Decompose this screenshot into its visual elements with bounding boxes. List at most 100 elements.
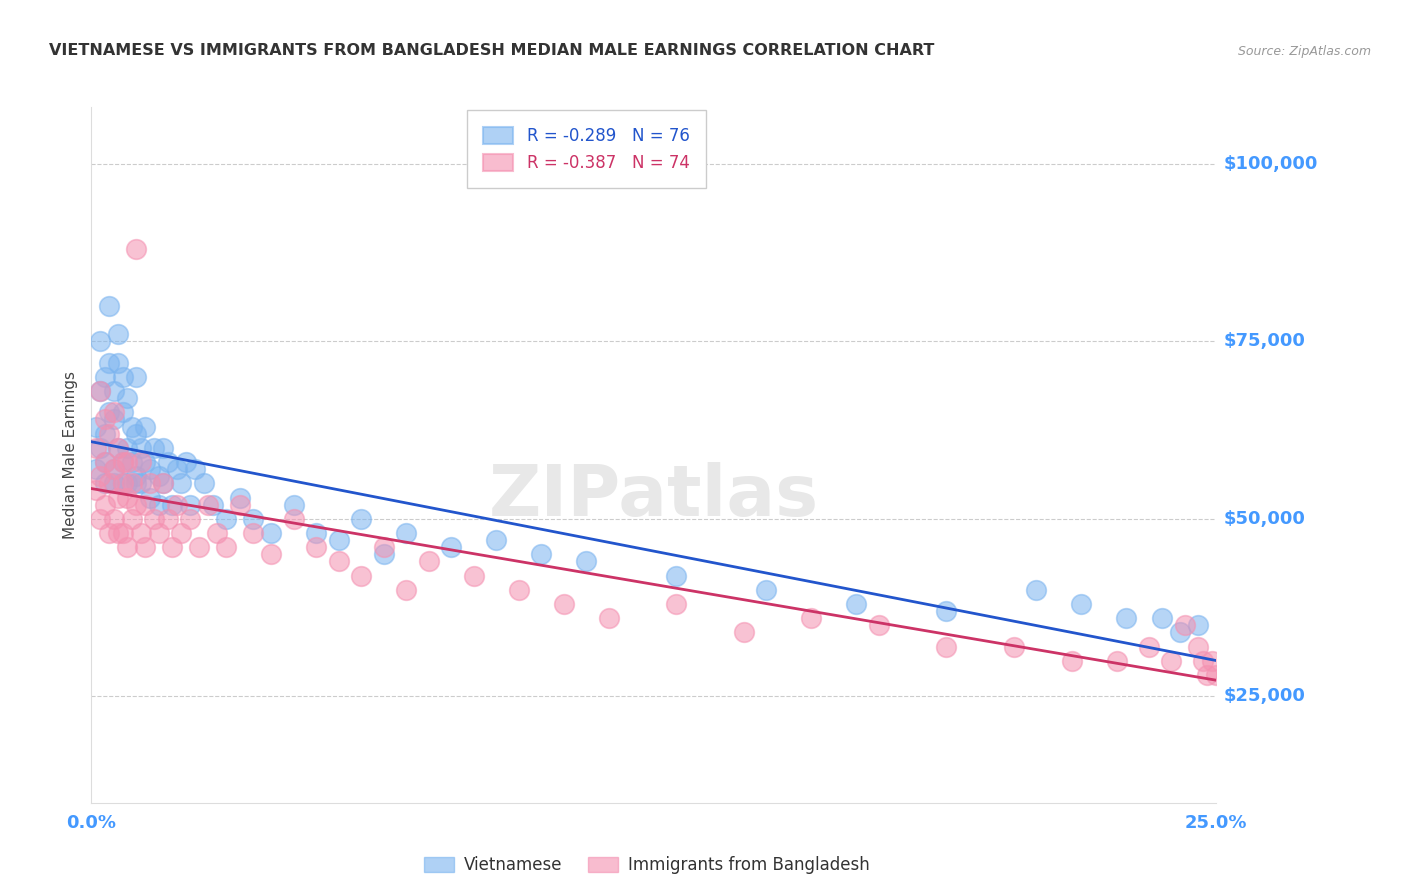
Point — [1191, 654, 1213, 668]
Point — [242, 526, 264, 541]
Point — [156, 455, 179, 469]
Point — [117, 455, 139, 469]
Text: $100,000: $100,000 — [1223, 155, 1317, 173]
Point — [162, 498, 184, 512]
Point — [733, 625, 755, 640]
Text: ZIPatlas: ZIPatlas — [489, 462, 818, 531]
Point — [1115, 611, 1137, 625]
Point — [260, 547, 283, 561]
Y-axis label: Median Male Earnings: Median Male Earnings — [63, 371, 79, 539]
Point — [103, 476, 125, 491]
Point — [121, 512, 143, 526]
Point — [125, 242, 148, 256]
Text: $50,000: $50,000 — [1223, 510, 1305, 528]
Point — [94, 455, 117, 469]
Point — [94, 455, 117, 469]
Point — [184, 462, 207, 476]
Point — [575, 554, 598, 568]
Point — [111, 405, 134, 419]
Point — [134, 419, 156, 434]
Point — [89, 441, 111, 455]
Point — [530, 547, 553, 561]
Point — [1201, 654, 1223, 668]
Point — [125, 476, 148, 491]
Point — [152, 476, 174, 491]
Point — [94, 412, 117, 426]
Point — [1168, 625, 1191, 640]
Point — [148, 498, 170, 512]
Point — [373, 547, 395, 561]
Point — [111, 476, 134, 491]
Point — [125, 469, 148, 483]
Point — [107, 491, 129, 505]
Point — [121, 455, 143, 469]
Point — [1062, 654, 1084, 668]
Point — [111, 476, 134, 491]
Point — [89, 384, 111, 398]
Point — [1107, 654, 1129, 668]
Point — [1160, 654, 1182, 668]
Point — [800, 611, 823, 625]
Point — [121, 476, 143, 491]
Point — [1197, 668, 1219, 682]
Point — [107, 526, 129, 541]
Point — [229, 491, 252, 505]
Point — [215, 512, 238, 526]
Point — [107, 441, 129, 455]
Point — [179, 498, 201, 512]
Point — [283, 512, 305, 526]
Point — [156, 512, 179, 526]
Point — [89, 384, 111, 398]
Point — [103, 512, 125, 526]
Point — [665, 568, 688, 582]
Point — [139, 491, 162, 505]
Text: $75,000: $75,000 — [1223, 333, 1305, 351]
Legend: Vietnamese, Immigrants from Bangladesh: Vietnamese, Immigrants from Bangladesh — [419, 851, 875, 880]
Point — [152, 476, 174, 491]
Point — [283, 498, 305, 512]
Point — [508, 582, 530, 597]
Point — [125, 426, 148, 441]
Text: $25,000: $25,000 — [1223, 688, 1305, 706]
Point — [134, 498, 156, 512]
Point — [94, 476, 117, 491]
Point — [103, 462, 125, 476]
Point — [328, 554, 350, 568]
Point — [373, 540, 395, 554]
Point — [111, 526, 134, 541]
Point — [84, 419, 107, 434]
Point — [188, 540, 211, 554]
Point — [170, 476, 193, 491]
Point — [1025, 582, 1047, 597]
Point — [121, 419, 143, 434]
Point — [463, 568, 485, 582]
Point — [1187, 618, 1209, 632]
Point — [107, 441, 129, 455]
Point — [1174, 618, 1197, 632]
Point — [98, 405, 121, 419]
Point — [143, 441, 166, 455]
Point — [98, 526, 121, 541]
Point — [84, 441, 107, 455]
Point — [305, 540, 328, 554]
Point — [395, 582, 418, 597]
Point — [103, 412, 125, 426]
Point — [107, 356, 129, 370]
Point — [868, 618, 890, 632]
Point — [117, 441, 139, 455]
Point — [148, 526, 170, 541]
Point — [139, 462, 162, 476]
Point — [166, 462, 188, 476]
Point — [89, 512, 111, 526]
Text: VIETNAMESE VS IMMIGRANTS FROM BANGLADESH MEDIAN MALE EARNINGS CORRELATION CHART: VIETNAMESE VS IMMIGRANTS FROM BANGLADESH… — [49, 43, 935, 58]
Point — [129, 441, 152, 455]
Point — [755, 582, 778, 597]
Point — [103, 384, 125, 398]
Point — [107, 327, 129, 342]
Point — [117, 391, 139, 405]
Point — [1152, 611, 1174, 625]
Point — [242, 512, 264, 526]
Point — [129, 476, 152, 491]
Point — [350, 568, 373, 582]
Point — [166, 498, 188, 512]
